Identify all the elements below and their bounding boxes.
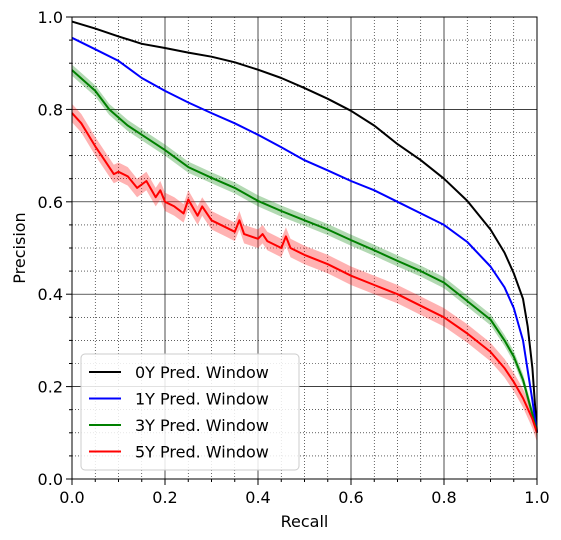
x-tick-label: 0.4 (245, 488, 270, 507)
ticks: 0.0 0.2 0.4 0.6 0.8 1.0 0.0 0.2 0.4 0.6 0.8 1.0 (38, 8, 550, 507)
y-tick-label: 1.0 (38, 8, 63, 27)
x-tick-label: 0.8 (431, 488, 456, 507)
series-lines (71, 20, 538, 434)
series-line-0 (71, 20, 538, 433)
x-tick-label: 0.6 (338, 488, 363, 507)
legend-label: 0Y Pred. Window (135, 363, 269, 382)
series-line-3 (71, 112, 538, 434)
y-tick-label: 0.8 (38, 100, 63, 119)
x-tick-label: 0.0 (59, 488, 84, 507)
legend: 0Y Pred. Window 1Y Pred. Window 3Y Pred. W… (80, 353, 300, 471)
x-axis-title: Recall (281, 512, 329, 531)
legend-box (80, 353, 300, 471)
y-axis-title: Precision (10, 212, 29, 283)
x-tick-label: 1.0 (524, 488, 549, 507)
series-line-1 (71, 36, 538, 433)
y-tick-label: 0.6 (38, 193, 63, 212)
legend-label: 5Y Pred. Window (135, 443, 269, 462)
legend-label: 3Y Pred. Window (135, 416, 269, 435)
legend-label: 1Y Pred. Window (135, 390, 269, 409)
series-line-2 (71, 69, 538, 434)
y-tick-label: 0.2 (38, 378, 63, 397)
x-tick-label: 0.2 (152, 488, 177, 507)
y-tick-label: 0.0 (38, 470, 63, 489)
y-tick-label: 0.4 (38, 285, 63, 304)
